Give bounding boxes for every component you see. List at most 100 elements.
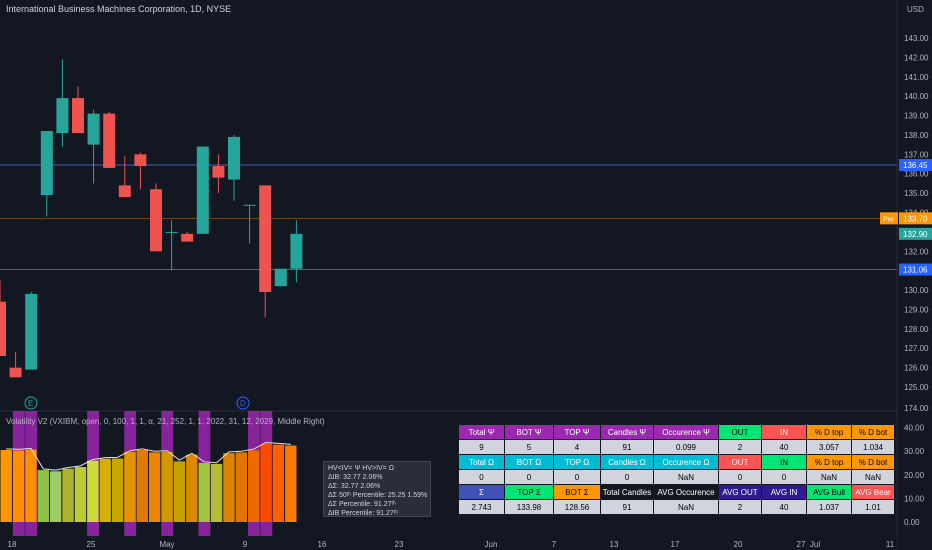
candle-body [134, 154, 147, 166]
indicator-bar [260, 443, 272, 522]
stats-cell: % D bot [852, 455, 894, 469]
indicator-bar [186, 454, 198, 522]
earnings-label: E [28, 399, 33, 408]
candle-body [118, 185, 131, 197]
stats-cell: 2.743 [459, 500, 504, 514]
candle [150, 183, 162, 252]
price-tick: 135.00 [904, 189, 929, 198]
pre-tag: Pre [883, 216, 894, 223]
time-label: 13 [610, 540, 619, 549]
stats-cell: 1.034 [852, 440, 894, 454]
symbol-title: International Business Machines Corporat… [6, 4, 232, 14]
indicator-bar [173, 461, 186, 522]
pre-value: 133.70 [903, 214, 928, 223]
candle-body [243, 204, 256, 206]
indicator-bar [111, 458, 124, 522]
stats-cell: Candles Ω [601, 455, 653, 469]
indicator-bar [161, 451, 173, 522]
candle-body [56, 98, 69, 134]
stats-row: 0 0 0 0 NaN 0 0 NaN NaN [459, 470, 894, 484]
stats-cell: Occurence Ω [654, 455, 718, 469]
stats-cell: 5 [505, 440, 553, 454]
price-tick: 138.00 [904, 131, 929, 140]
candle-body [0, 301, 6, 356]
candle [72, 86, 84, 134]
stats-row: 2.743 133.98 128.56 91 NaN 2 40 1.037 1.01 [459, 500, 894, 514]
stats-cell: 91 [601, 440, 653, 454]
indicator-tick: 40.00 [904, 424, 925, 433]
dividend-marker: D [236, 396, 250, 410]
time-label: 25 [87, 540, 96, 549]
stats-cell: NaN [654, 500, 718, 514]
stats-cell: IN [762, 425, 806, 439]
stats-cell: 0.099 [654, 440, 718, 454]
price-tick: 128.00 [904, 325, 929, 334]
indicator-tick: 30.00 [904, 447, 925, 456]
stats-cell: AVG Bull [807, 485, 851, 499]
candle [118, 156, 131, 197]
time-label: 20 [734, 540, 743, 549]
candle [134, 152, 147, 190]
stats-cell: BOT Ψ [505, 425, 553, 439]
last-price-bg [899, 227, 932, 240]
candle [228, 134, 240, 201]
stats-cell: 40 [762, 440, 806, 454]
candle [103, 111, 116, 168]
candle-body [9, 367, 22, 378]
indicator-bar [124, 451, 136, 522]
stats-cell: TOP Σ [505, 485, 553, 499]
price-tick: 129.00 [904, 305, 929, 314]
price-tick: 126.00 [904, 364, 929, 373]
info-box: HV<IV= Ψ HV>IV= Ω ΔIB: 32.77 2.06% ΔΣ: 32.… [323, 461, 431, 517]
indicator-bar [210, 463, 223, 522]
candle [243, 204, 256, 244]
stats-row: 9 5 4 91 0.099 2 40 3.057 1.034 [459, 440, 894, 454]
indicator-tick: 174.00 [904, 404, 929, 413]
stats-cell: % D bot [852, 425, 894, 439]
stats-cell: AVG Occurence [654, 485, 718, 499]
price-tick: 141.00 [904, 73, 929, 82]
stats-cell: 9 [459, 440, 504, 454]
time-label: 16 [318, 540, 327, 549]
indicator-bar [0, 450, 12, 522]
time-label: May [159, 540, 174, 549]
candle [212, 154, 225, 194]
pre-tag-bg [880, 212, 898, 225]
indicator-tick: 20.00 [904, 471, 925, 480]
stats-cell: TOP Ψ [554, 425, 600, 439]
stats-cell: Total Candles [601, 485, 653, 499]
price-tick: 142.00 [904, 53, 929, 62]
indicator-title: Volatility V2 (VXIBM, open, 0, 100, 1, 1… [6, 417, 325, 426]
indicator-bar [50, 471, 62, 522]
price-tick: 143.00 [904, 34, 929, 43]
candle-body [228, 136, 240, 180]
candle [9, 352, 22, 378]
time-axis [0, 536, 897, 550]
stats-cell: AVG Bear [852, 485, 894, 499]
stats-cell: 1.037 [807, 500, 851, 514]
indicator-line [6, 441, 291, 471]
stats-cell: OUT [719, 425, 761, 439]
candle-body [165, 231, 178, 233]
info-line: ΔIB: 32.77 2.06% [328, 474, 383, 481]
stats-cell: NaN [807, 470, 851, 484]
indicator-bar [62, 468, 74, 522]
stats-cell: Total Ψ [459, 425, 504, 439]
time-label: 27 [797, 540, 806, 549]
time-label: 23 [395, 540, 404, 549]
indicator-tick: 0.00 [904, 518, 920, 527]
price-tick: 137.00 [904, 150, 929, 159]
price-tick: 130.00 [904, 286, 929, 295]
level-label: 131.06 [903, 266, 928, 275]
candle [0, 280, 6, 356]
candle-body [196, 146, 209, 234]
stats-table: Total Ψ BOT Ψ TOP Ψ Candles Ψ Occurence Ψ OUT… [458, 424, 895, 515]
price-tick: 127.00 [904, 344, 929, 353]
indicator-bar [136, 450, 148, 522]
earnings-circle [24, 396, 38, 410]
stats-cell: NaN [852, 470, 894, 484]
stats-cell: % D top [807, 425, 851, 439]
indicator-bar [12, 450, 25, 522]
candle-body [87, 113, 100, 145]
dividend-circle [236, 396, 250, 410]
